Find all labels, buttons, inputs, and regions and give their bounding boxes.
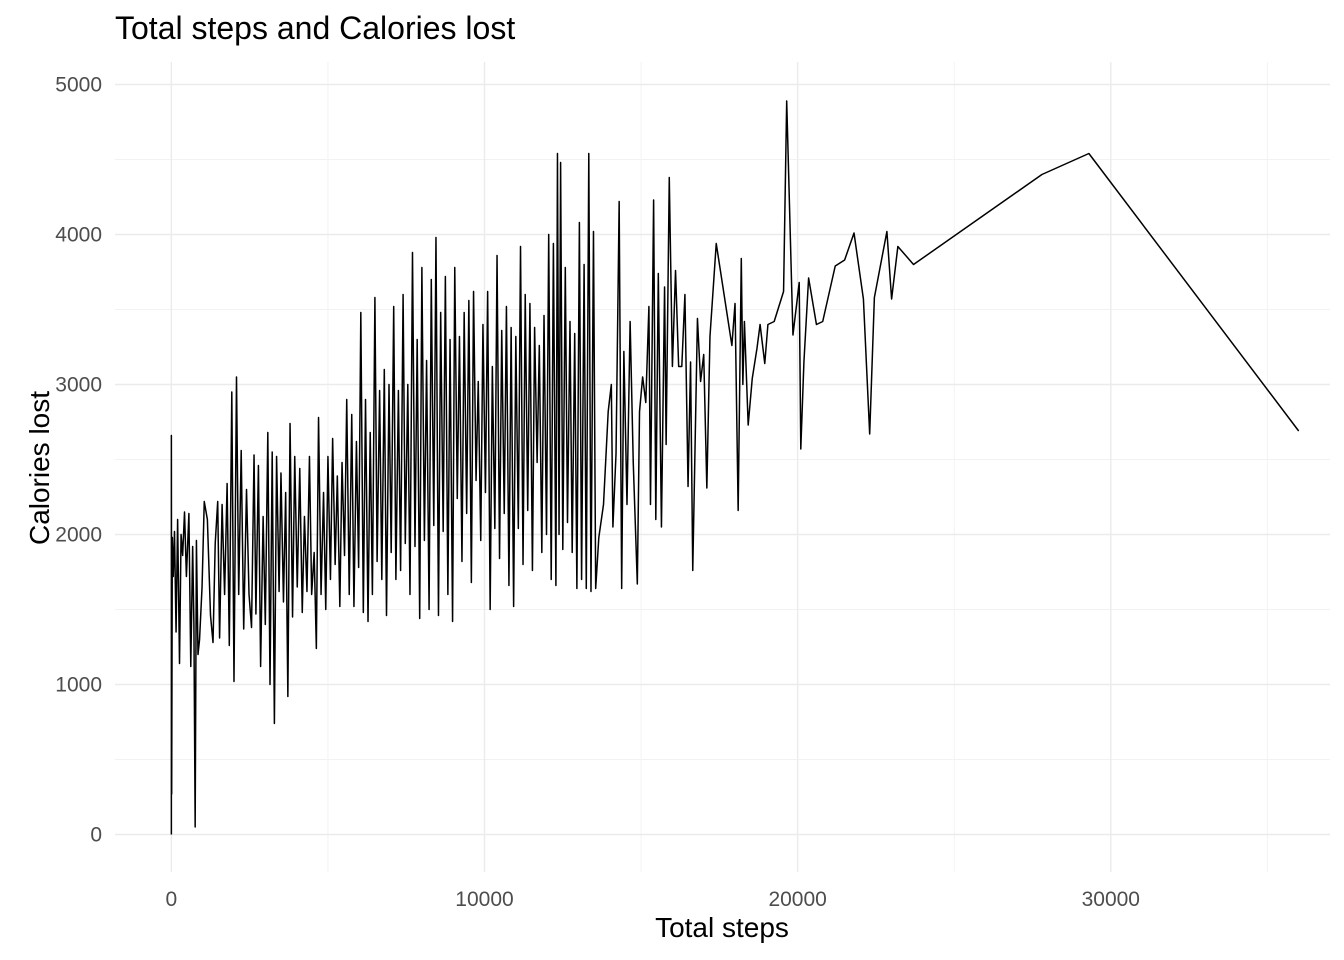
chart-title: Total steps and Calories lost — [115, 10, 516, 46]
series-line — [170, 100, 1300, 835]
x-tick-label: 10000 — [455, 888, 513, 911]
x-tick-label: 30000 — [1082, 888, 1140, 911]
y-axis-label: Calories lost — [24, 390, 55, 546]
major-gridlines — [115, 62, 1330, 872]
y-axis-ticks: 0 1000 2000 3000 4000 5000 — [55, 74, 102, 847]
x-tick-label: 20000 — [768, 888, 826, 911]
y-tick-label: 5000 — [55, 74, 102, 97]
y-tick-label: 3000 — [55, 374, 102, 397]
series-layer — [170, 100, 1300, 835]
x-axis-ticks: 0 10000 20000 30000 — [166, 888, 1140, 911]
y-tick-label: 1000 — [55, 674, 102, 697]
x-tick-label: 0 — [166, 888, 178, 911]
y-tick-label: 0 — [90, 824, 102, 847]
y-tick-label: 2000 — [55, 524, 102, 547]
y-tick-label: 4000 — [55, 224, 102, 247]
minor-gridlines — [115, 62, 1330, 872]
